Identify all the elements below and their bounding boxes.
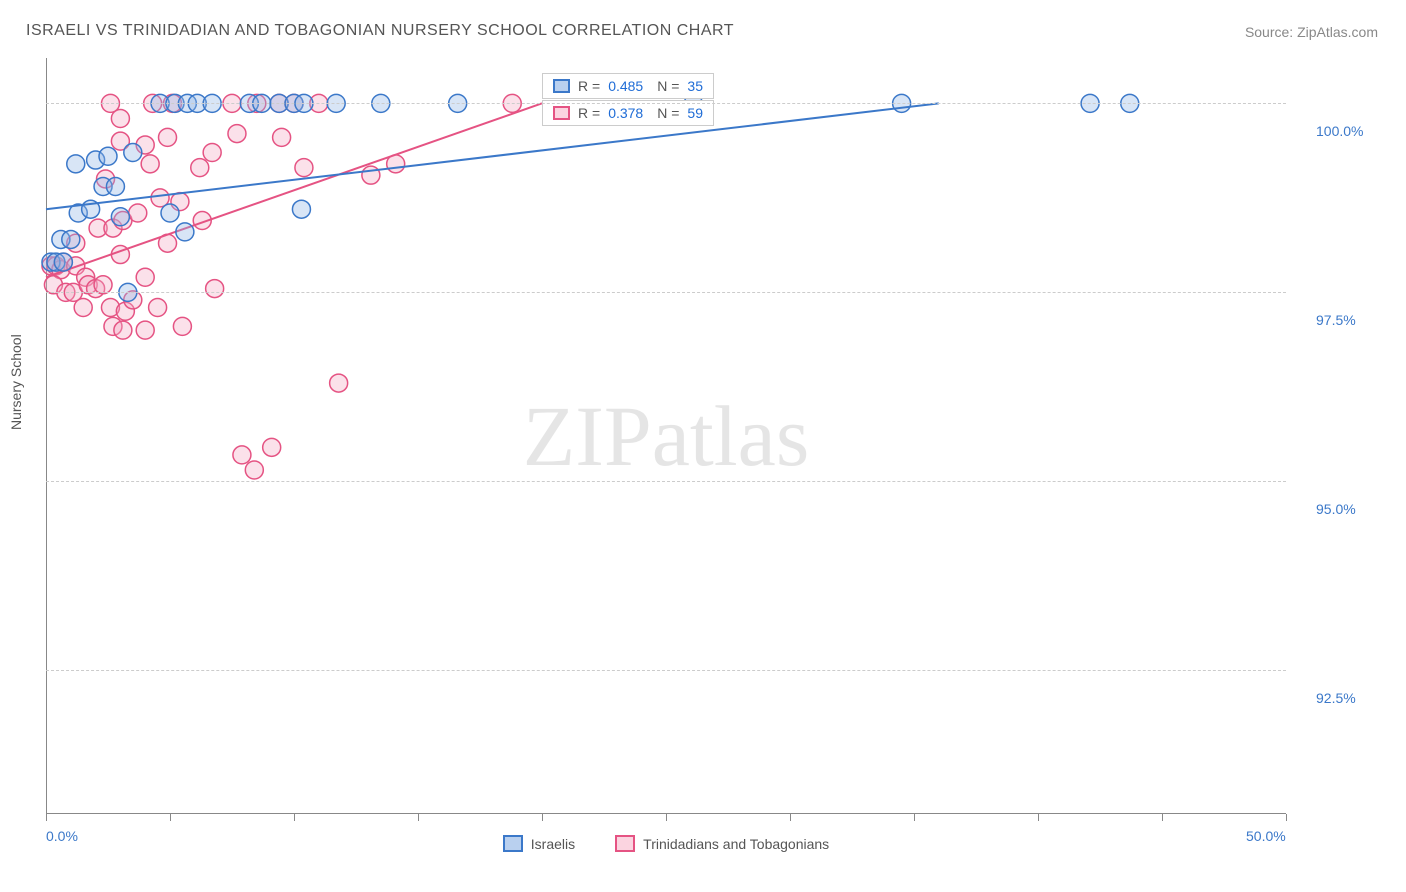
data-point [99, 147, 117, 165]
x-tick-label: 0.0% [46, 828, 78, 844]
x-tick-label: 50.0% [1246, 828, 1286, 844]
stat-n-value-2: 59 [687, 105, 703, 121]
data-point [111, 109, 129, 127]
data-point [74, 298, 92, 316]
source-label: Source: ZipAtlas.com [1245, 24, 1378, 40]
stat-r-label: R = [578, 78, 600, 94]
stat-r-value-2: 0.378 [608, 105, 643, 121]
data-point [114, 321, 132, 339]
data-point [161, 204, 179, 222]
source-name: ZipAtlas.com [1297, 24, 1378, 40]
data-point [245, 461, 263, 479]
data-point [233, 446, 251, 464]
legend-swatch-2 [615, 835, 635, 852]
legend: Israelis Trinidadians and Tobagonians [46, 835, 1286, 852]
y-tick-label: 92.5% [1316, 690, 1356, 706]
data-point [141, 155, 159, 173]
y-tick-label: 97.5% [1316, 312, 1356, 328]
legend-item-2: Trinidadians and Tobagonians [615, 835, 829, 852]
gridline [46, 481, 1286, 482]
stat-box-series1: R = 0.485 N = 35 [542, 73, 714, 99]
stat-swatch-1 [553, 79, 570, 93]
legend-label-2: Trinidadians and Tobagonians [643, 836, 829, 852]
data-point [129, 204, 147, 222]
data-point [263, 438, 281, 456]
data-point [330, 374, 348, 392]
x-tick [294, 814, 295, 821]
trend-line [46, 103, 939, 209]
x-tick [418, 814, 419, 821]
data-point [173, 317, 191, 335]
x-tick [542, 814, 543, 821]
data-point [159, 128, 177, 146]
data-point [136, 321, 154, 339]
x-tick [790, 814, 791, 821]
data-point [136, 268, 154, 286]
stat-n-label: N = [657, 105, 679, 121]
data-point [191, 159, 209, 177]
stat-n-value-1: 35 [687, 78, 703, 94]
data-point [176, 223, 194, 241]
y-axis-label: Nursery School [8, 334, 24, 430]
stat-swatch-2 [553, 106, 570, 120]
y-tick-label: 95.0% [1316, 501, 1356, 517]
x-tick [1162, 814, 1163, 821]
data-point [273, 128, 291, 146]
chart-title: ISRAELI VS TRINIDADIAN AND TOBAGONIAN NU… [26, 22, 734, 40]
stat-r-label: R = [578, 105, 600, 121]
x-tick [170, 814, 171, 821]
data-point [94, 276, 112, 294]
gridline [46, 103, 1286, 104]
stat-n-label: N = [657, 78, 679, 94]
data-point [54, 253, 72, 271]
data-point [124, 144, 142, 162]
stat-r-value-1: 0.485 [608, 78, 643, 94]
data-point [149, 298, 167, 316]
x-tick [46, 814, 47, 821]
data-point [62, 230, 80, 248]
source-prefix: Source: [1245, 24, 1297, 40]
data-point [206, 280, 224, 298]
legend-swatch-1 [503, 835, 523, 852]
data-point [228, 125, 246, 143]
x-tick [1286, 814, 1287, 821]
data-point [362, 166, 380, 184]
data-point [111, 208, 129, 226]
scatter-svg [46, 58, 1286, 814]
data-point [106, 178, 124, 196]
gridline [46, 670, 1286, 671]
data-point [292, 200, 310, 218]
plot-area: ZIPatlas R = 0.485 N = 35 R = 0.378 N = … [46, 58, 1286, 814]
x-tick [1038, 814, 1039, 821]
data-point [67, 155, 85, 173]
x-tick [914, 814, 915, 821]
x-tick [666, 814, 667, 821]
legend-item-1: Israelis [503, 835, 575, 852]
y-tick-label: 100.0% [1316, 123, 1363, 139]
gridline [46, 292, 1286, 293]
legend-label-1: Israelis [531, 836, 575, 852]
data-point [203, 144, 221, 162]
data-point [295, 159, 313, 177]
